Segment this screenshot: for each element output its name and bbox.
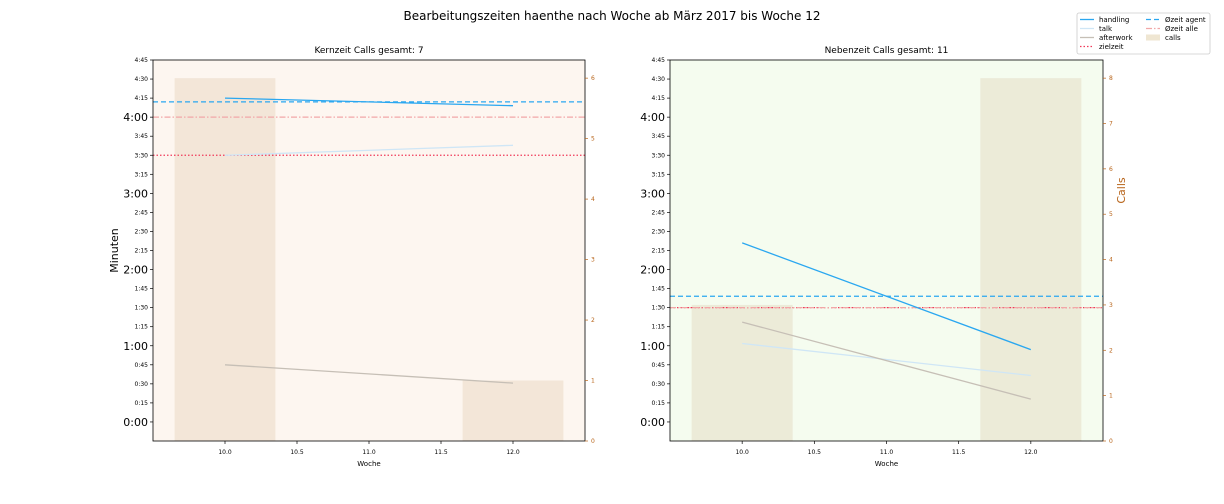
y-tick-label: 2:00 bbox=[640, 264, 665, 277]
subplot-title: Nebenzeit Calls gesamt: 11 bbox=[825, 46, 949, 56]
y-right-tick-label: 3 bbox=[591, 257, 595, 264]
talk-line bbox=[224, 144, 514, 156]
legend-swatch-calls bbox=[1146, 34, 1160, 41]
y-tick-label: 4:45 bbox=[652, 57, 666, 64]
y-tick-label: 3:45 bbox=[135, 133, 149, 140]
x-tick-label: 11.0 bbox=[362, 449, 376, 456]
calls-bar bbox=[174, 78, 276, 442]
y-right-tick-label: 2 bbox=[1109, 347, 1113, 354]
y-tick-label: 4:15 bbox=[135, 95, 149, 102]
x-tick-label: 11.5 bbox=[952, 449, 966, 456]
y-tick-label: 1:15 bbox=[135, 324, 149, 331]
y-tick-label: 3:45 bbox=[652, 133, 666, 140]
y-tick-label: 2:00 bbox=[123, 264, 148, 277]
handling-line bbox=[224, 97, 514, 107]
x-tick-label: 10.5 bbox=[808, 449, 822, 456]
subplot-title: Kernzeit Calls gesamt: 7 bbox=[314, 46, 423, 56]
afterwork-line bbox=[224, 364, 514, 384]
y-tick-label: 2:45 bbox=[135, 209, 149, 216]
legend-label-talk: talk bbox=[1099, 25, 1113, 33]
y-tick-label: 2:15 bbox=[135, 248, 149, 255]
legend-label-calls: calls bbox=[1165, 34, 1181, 42]
x-tick-label: 10.0 bbox=[218, 449, 232, 456]
y-tick-label: 0:00 bbox=[640, 416, 665, 429]
y-right-tick-label: 4 bbox=[1109, 257, 1113, 264]
y-tick-label: 0:30 bbox=[652, 381, 666, 388]
y-tick-label: 4:00 bbox=[640, 111, 665, 124]
y-tick-label: 3:30 bbox=[652, 152, 666, 159]
y-tick-label: 3:00 bbox=[640, 187, 665, 200]
y-axis-label: Minuten bbox=[108, 228, 121, 273]
y-tick-label: 1:00 bbox=[123, 340, 148, 353]
subplot-kernzeit: 10.0 10.5 11.0 11.5 12.0 0:00 0:15 0:30 0:45 1:00… bbox=[108, 46, 595, 468]
y-right-tick-label: 0 bbox=[1109, 438, 1113, 445]
y-right-tick-label: 1 bbox=[1109, 393, 1113, 400]
x-tick-label: 12.0 bbox=[506, 449, 520, 456]
y-tick-label: 0:15 bbox=[135, 400, 149, 407]
y-right-tick-label: 1 bbox=[591, 378, 595, 385]
x-tick-label: 10.5 bbox=[290, 449, 304, 456]
y-tick-label: 1:00 bbox=[640, 340, 665, 353]
legend-label-afterwork: afterwork bbox=[1099, 34, 1133, 42]
talk-line bbox=[742, 342, 1031, 377]
y-tick-label: 0:45 bbox=[135, 362, 149, 369]
calls-bar bbox=[980, 78, 1082, 442]
y-tick-label: 4:15 bbox=[652, 95, 666, 102]
legend-label-zielzeit: zielzeit bbox=[1099, 43, 1124, 51]
afterwork-line bbox=[742, 321, 1031, 400]
y-tick-label: 3:15 bbox=[135, 171, 149, 178]
y-tick-label: 4:45 bbox=[135, 57, 149, 64]
y-tick-label: 1:15 bbox=[652, 324, 666, 331]
x-axis-label: Woche bbox=[875, 460, 898, 468]
subplot-nebenzeit: 10.0 10.5 11.0 11.5 12.0 0:00 0:15 0:30 0:45 1:00… bbox=[640, 46, 1128, 468]
y-right-tick-label: 4 bbox=[591, 196, 595, 203]
y-tick-label: 4:30 bbox=[652, 76, 666, 83]
calls-bar bbox=[691, 304, 793, 441]
y-right-tick-label: 6 bbox=[591, 75, 595, 82]
y-tick-label: 0:00 bbox=[123, 416, 148, 429]
handling-line bbox=[741, 242, 1032, 351]
y-right-axis-label: Calls bbox=[1115, 177, 1128, 204]
x-axis-label: Woche bbox=[357, 460, 380, 468]
y-right-tick-label: 3 bbox=[1109, 302, 1113, 309]
x-tick-label: 11.5 bbox=[434, 449, 448, 456]
legend-box bbox=[1076, 12, 1211, 55]
y-tick-label: 0:30 bbox=[135, 381, 149, 388]
legend-label-ozeit-agent: Øzeit agent bbox=[1165, 16, 1206, 24]
y-tick-label: 1:45 bbox=[135, 286, 149, 293]
legend-label-ozeit-alle: Øzeit alle bbox=[1165, 25, 1198, 33]
y-tick-label: 2:30 bbox=[652, 228, 666, 235]
y-tick-label: 3:00 bbox=[123, 187, 148, 200]
y-tick-label: 2:45 bbox=[652, 209, 666, 216]
y-tick-label: 1:30 bbox=[652, 305, 666, 312]
y-right-tick-label: 8 bbox=[1109, 75, 1113, 82]
calls-bar bbox=[462, 380, 564, 441]
y-tick-label: 0:45 bbox=[652, 362, 666, 369]
y-tick-label: 4:00 bbox=[123, 111, 148, 124]
y-right-tick-label: 2 bbox=[591, 317, 595, 324]
y-right-tick-label: 5 bbox=[1109, 211, 1113, 218]
y-right-tick-label: 0 bbox=[591, 438, 595, 445]
y-tick-label: 3:30 bbox=[135, 152, 149, 159]
figure-suptitle: Bearbeitungszeiten haenthe nach Woche ab… bbox=[404, 9, 821, 23]
y-tick-label: 2:30 bbox=[135, 228, 149, 235]
y-tick-label: 1:45 bbox=[652, 286, 666, 293]
y-right-tick-label: 6 bbox=[1109, 166, 1113, 173]
legend-label-handling: handling bbox=[1099, 16, 1129, 24]
y-tick-label: 0:15 bbox=[652, 400, 666, 407]
x-tick-label: 12.0 bbox=[1024, 449, 1038, 456]
y-tick-label: 4:30 bbox=[135, 76, 149, 83]
x-tick-label: 11.0 bbox=[880, 449, 894, 456]
y-right-tick-label: 7 bbox=[1109, 121, 1113, 128]
y-tick-label: 2:15 bbox=[652, 248, 666, 255]
y-right-tick-label: 5 bbox=[591, 136, 595, 143]
y-tick-label: 1:30 bbox=[135, 305, 149, 312]
y-tick-label: 3:15 bbox=[652, 171, 666, 178]
x-tick-label: 10.0 bbox=[735, 449, 749, 456]
